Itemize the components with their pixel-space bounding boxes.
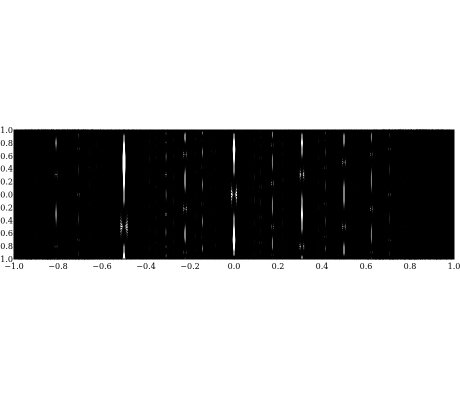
x-tick-label: 0.4 xyxy=(316,262,329,271)
y-axis: −1.0 −0.8 −0.6 −0.4 −0.2 0.0 0.2 0.4 0.6 0.8 1.0 xyxy=(0,126,17,264)
curve-group xyxy=(13,128,455,261)
y-tick-label: −1.0 xyxy=(0,255,13,264)
y-tick-label: −0.4 xyxy=(0,216,13,225)
y-tick-label: 0.2 xyxy=(0,178,13,187)
x-tick-label: −0.2 xyxy=(180,262,199,271)
x-tick-label: 0.6 xyxy=(360,262,373,271)
x-tick-label: −0.8 xyxy=(48,262,67,271)
y-tick-label: 0.6 xyxy=(0,152,13,161)
x-tick-label: 0.2 xyxy=(272,262,285,271)
x-tick-label: −0.4 xyxy=(136,262,155,271)
x-axis: −1.0 −0.8 −0.6 −0.4 −0.2 0.0 0.2 0.4 0.6 0.8 1.0 xyxy=(4,256,460,271)
y-tick-label: 0.4 xyxy=(0,165,13,174)
x-tick-label: 1.0 xyxy=(448,262,460,271)
x-tick-label: −0.6 xyxy=(92,262,111,271)
y-tick-label: 0.8 xyxy=(0,139,13,148)
y-tick-label: 0.0 xyxy=(0,191,13,200)
y-tick-label: −0.8 xyxy=(0,242,13,251)
x-tick-label: 0.8 xyxy=(404,262,417,271)
series-line-n99 xyxy=(13,128,455,261)
y-tick-label: −0.2 xyxy=(0,203,13,212)
x-tick-label: −1.0 xyxy=(4,262,23,271)
y-tick-label: −0.6 xyxy=(0,229,13,238)
y-tick-label: 1.0 xyxy=(0,126,13,135)
x-tick-label: 0.0 xyxy=(228,262,241,271)
